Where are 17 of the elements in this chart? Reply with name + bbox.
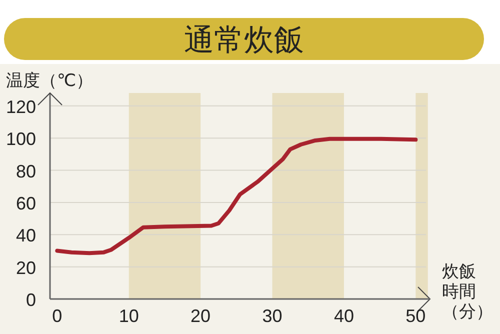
x-axis-title: 炊飯時間（分） (442, 262, 493, 322)
y-tick-label: 20 (16, 258, 36, 278)
y-tick-label: 60 (16, 193, 36, 214)
x-tick-label: 50 (406, 306, 426, 326)
y-tick-label: 40 (16, 226, 36, 246)
x-tick-label: 20 (190, 306, 211, 326)
y-tick-label: 100 (6, 129, 36, 150)
x-tick-label: 0 (52, 306, 62, 326)
line-series (55, 136, 418, 256)
chart-title: 通常炊飯 (184, 23, 304, 58)
x-tick-label: 40 (334, 306, 354, 326)
y-axis-title: 温度（℃） (6, 71, 94, 91)
y-tick-label: 120 (6, 96, 36, 117)
y-tick-label: 80 (16, 161, 36, 182)
y-tick-label: 0 (26, 290, 36, 310)
x-tick-label: 10 (118, 306, 139, 326)
x-tick-label: 30 (262, 306, 282, 326)
